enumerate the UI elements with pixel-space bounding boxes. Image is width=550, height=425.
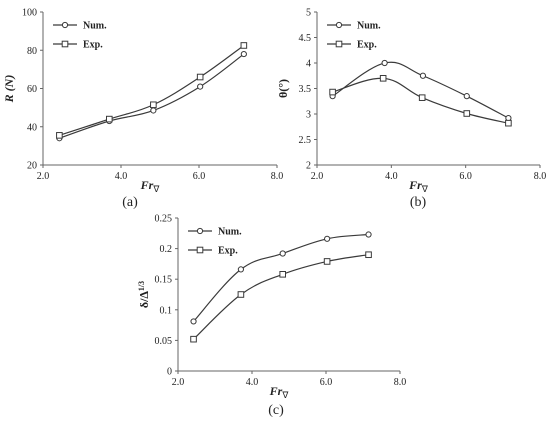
chart-b-series-1-point [463,110,471,117]
chart-a-legend-0-marker [61,21,69,29]
chart-b-legend-0-marker [335,21,343,29]
chart-b-caption: (b) [410,195,427,210]
chart-c-series-1-line [193,254,369,340]
chart-c-legend-0-marker [196,227,204,235]
chart-a-legend-0-label: Num. [83,21,107,32]
chart-a-series-0-point [150,107,157,114]
chart-c-legend-0-label: Num. [218,227,242,238]
chart-b-series-1-point [418,94,426,101]
chart-a-y-tick-label: 100 [22,8,37,19]
chart-b-series-1-point [505,119,512,127]
chart-a-series-1-point [196,73,204,81]
chart-a: 2.0 4.0 6.0 8.0 20 40 60 80 100 Fr∇ R (N) Num. Exp. (… [2,8,283,211]
chart-c-x-axis-label: Fr∇ [269,384,290,400]
chart-a-y-tick-label: 60 [27,84,37,95]
chart-a-legend-1-label: Exp. [83,40,103,51]
chart-b-series-0-point [381,59,388,67]
chart-c-series-0-point [365,231,372,238]
chart-a-series-1-point [106,115,113,123]
chart-b-x-tick-label: 4.0 [385,171,398,182]
chart-b-series-0-point [463,93,470,100]
chart-a-series-1-point [240,42,248,49]
chart-b-y-tick-label: 2 [306,161,311,172]
chart-c-series-0-point [279,250,286,257]
chart-c-series-0-point [190,318,197,325]
chart-a-series-0-point [197,83,204,90]
chart-a-x-tick-label: 8.0 [271,171,284,182]
chart-c-y-tick-label: 0.15 [155,275,173,286]
chart-a-series-1-line [59,44,245,136]
chart-a-y-tick-label: 80 [27,46,37,57]
chart-b-legend-0-label: Num. [357,21,381,32]
chart-b-x-tick-label: 6.0 [459,171,472,182]
chart-b-legend-1-marker [335,40,343,48]
chart-a-x-tick-label: 2.0 [37,171,50,182]
chart-c-caption: (c) [268,403,284,418]
chart-b-y-tick-label: 3 [306,110,311,121]
chart-a-y-tick-label: 20 [27,161,37,172]
chart-b-x-tick-label: 2.0 [311,171,324,182]
chart-b-legend-1-label: Exp. [357,40,377,51]
chart-c-y-tick-label: 0.1 [160,305,173,316]
chart-b-x-axis-label: Fr∇ [408,178,429,194]
chart-b-y-tick-label: 4.5 [299,33,312,44]
chart-c-series-1-point [323,258,331,265]
chart-c-y-axis-label: δ/∆1/3 [137,281,151,308]
chart-b-series-0-point [419,72,427,79]
chart-a-legend-1-marker [61,40,69,48]
chart-c-y-tick-label: 0 [167,367,172,378]
chart-a-y-tick-label: 40 [27,122,37,133]
chart-c-legend-1-marker [196,246,204,254]
chart-a-x-axis-label: Fr∇ [140,178,161,194]
chart-c: 2.0 4.0 6.0 8.0 0 0.05 0.1 0.15 0.2 0.25 Fr∇ δ/∆1/3… [137,214,406,419]
chart-b-series-1-point [329,88,336,96]
chart-b-y-axis-label: θ(°) [276,79,290,98]
chart-b: 2.0 4.0 6.0 8.0 2 2.5 3 3.5 4 4.5 5 Fr∇ θ(°) Num. Exp.… [276,8,546,211]
chart-c-series-1-point [190,335,197,343]
chart-b-y-tick-label: 3.5 [299,84,312,95]
chart-b-y-tick-label: 4 [306,59,311,70]
chart-a-caption: (a) [122,195,138,210]
chart-a-series-0-line [59,53,245,139]
chart-c-y-tick-label: 0.25 [155,214,173,225]
chart-c-x-tick-label: 6.0 [320,377,333,388]
chart-b-series-0-line [332,61,509,119]
chart-c-series-1-point [279,271,287,278]
chart-c-y-tick-label: 0.2 [160,244,173,255]
chart-a-series-0-point [240,50,247,58]
chart-c-x-tick-label: 2.0 [172,377,185,388]
chart-c-legend-1-label: Exp. [218,246,238,257]
chart-b-x-tick-label: 8.0 [534,171,547,182]
chart-a-x-tick-label: 4.0 [115,171,128,182]
chart-c-y-tick-label: 0.05 [155,336,173,347]
chart-a-y-axis-label: R (N) [2,75,16,104]
chart-b-y-tick-label: 5 [306,8,311,19]
chart-c-x-tick-label: 8.0 [394,377,407,388]
chart-b-series-1-point [379,75,387,82]
chart-a-x-tick-label: 6.0 [193,171,206,182]
chart-c-series-1-point [365,251,372,259]
chart-c-series-1-point [237,291,245,298]
chart-b-y-tick-label: 2.5 [299,135,312,146]
chart-a-series-1-point [56,132,63,139]
chart-c-x-tick-label: 4.0 [246,377,259,388]
chart-a-series-1-point [150,101,157,109]
chart-c-series-0-point [324,235,331,242]
chart-c-series-0-point [237,266,244,273]
